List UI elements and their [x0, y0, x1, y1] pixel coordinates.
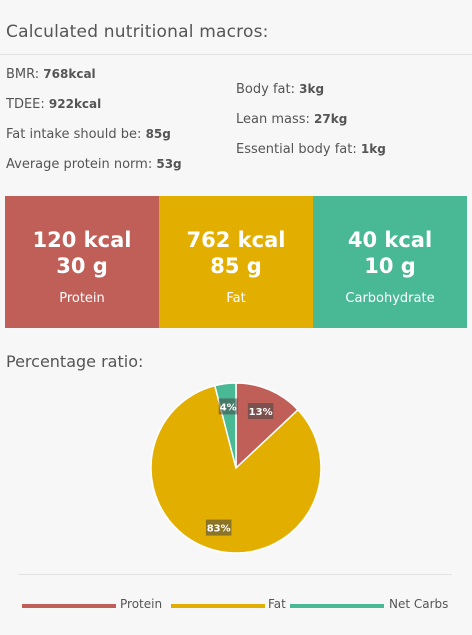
- stat-value: 53g: [156, 157, 181, 171]
- macro-kcal: 40 kcal: [313, 228, 467, 252]
- stat-label: Essential body fat:: [236, 142, 357, 157]
- stat-value: 27kg: [314, 112, 347, 126]
- legend-label: Fat: [268, 597, 286, 611]
- stat-value: 922kcal: [49, 97, 101, 111]
- stat-body-fat: Body fat: 3kg: [236, 82, 324, 97]
- pie-label-text: 4%: [220, 402, 237, 413]
- pie-label-text: 13%: [249, 407, 273, 418]
- results-header: Calculated nutritional macros:: [0, 0, 472, 55]
- page-title: Calculated nutritional macros:: [6, 22, 269, 42]
- pie-label-text: 83%: [207, 524, 231, 535]
- legend-swatch: [290, 604, 384, 608]
- legend-swatch: [22, 604, 116, 608]
- stat-label: BMR:: [6, 67, 39, 82]
- pie-label-protein: 13%: [248, 403, 273, 419]
- stat-value: 768kcal: [43, 67, 95, 81]
- macro-kcal: 120 kcal: [5, 228, 159, 252]
- stat-label: Body fat:: [236, 82, 295, 97]
- macro-label: Protein: [5, 291, 159, 306]
- macro-label: Fat: [159, 291, 313, 306]
- stat-tdee: TDEE: 922kcal: [6, 97, 101, 112]
- legend-swatch: [171, 604, 265, 608]
- stat-value: 1kg: [361, 142, 386, 156]
- macro-grams: 10 g: [313, 254, 467, 278]
- stat-value: 3kg: [299, 82, 324, 96]
- pie-label-fat: 83%: [206, 520, 232, 536]
- stat-label: Lean mass:: [236, 112, 310, 127]
- chart-legend: Protein Fat Net Carbs: [0, 596, 472, 616]
- stat-value: 85g: [146, 127, 171, 141]
- legend-divider: [18, 574, 452, 575]
- stat-protein-norm: Average protein norm: 53g: [6, 157, 182, 172]
- macro-box-protein: 120 kcal 30 g Protein: [5, 196, 159, 328]
- macro-box-carbohydrate: 40 kcal 10 g Carbohydrate: [313, 196, 467, 328]
- stat-fat-intake: Fat intake should be: 85g: [6, 127, 171, 142]
- stat-label: Fat intake should be:: [6, 127, 141, 142]
- legend-label: Protein: [120, 597, 162, 611]
- stat-bmr: BMR: 768kcal: [6, 67, 96, 82]
- macro-grams: 30 g: [5, 254, 159, 278]
- pie-label-net-carbs: 4%: [219, 398, 238, 414]
- macro-label: Carbohydrate: [313, 291, 467, 306]
- macro-grams: 85 g: [159, 254, 313, 278]
- percentage-ratio-title: Percentage ratio:: [6, 352, 143, 371]
- stat-lean-mass: Lean mass: 27kg: [236, 112, 347, 127]
- macro-pie-chart: 13% 83% 4%: [0, 370, 472, 570]
- macro-box-fat: 762 kcal 85 g Fat: [159, 196, 313, 328]
- stat-label: Average protein norm:: [6, 157, 152, 172]
- stat-essential-fat: Essential body fat: 1kg: [236, 142, 386, 157]
- legend-label: Net Carbs: [389, 597, 448, 611]
- stat-label: TDEE:: [6, 97, 45, 112]
- macro-kcal: 762 kcal: [159, 228, 313, 252]
